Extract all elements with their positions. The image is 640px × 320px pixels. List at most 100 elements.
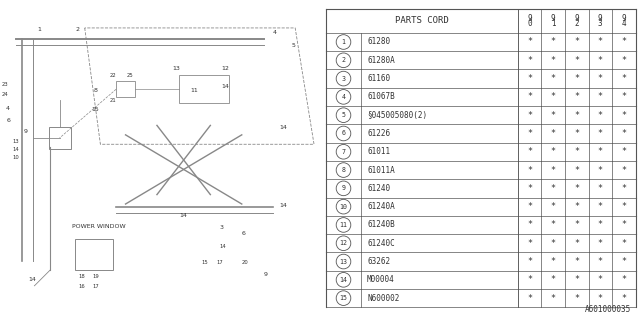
- Text: 61011A: 61011A: [367, 165, 395, 175]
- Text: *: *: [574, 202, 579, 211]
- Text: *: *: [621, 92, 627, 101]
- Text: *: *: [621, 239, 627, 248]
- Text: 14: 14: [220, 244, 227, 249]
- Text: *: *: [574, 165, 579, 175]
- Text: *: *: [550, 165, 556, 175]
- Text: 9: 9: [598, 14, 603, 23]
- Text: *: *: [598, 56, 603, 65]
- Text: *: *: [621, 165, 627, 175]
- Text: *: *: [527, 202, 532, 211]
- Text: 61240A: 61240A: [367, 202, 395, 211]
- Text: *: *: [527, 275, 532, 284]
- Text: 12: 12: [221, 66, 229, 71]
- Text: 23: 23: [1, 82, 8, 87]
- Text: 61011: 61011: [367, 147, 390, 156]
- Text: 9: 9: [575, 14, 579, 23]
- Text: 17: 17: [93, 284, 99, 289]
- Text: 5: 5: [342, 112, 346, 118]
- Text: *: *: [550, 111, 556, 120]
- Text: *: *: [550, 275, 556, 284]
- Text: *: *: [574, 92, 579, 101]
- Text: *: *: [527, 129, 532, 138]
- Text: *: *: [574, 220, 579, 229]
- Text: *: *: [574, 294, 579, 303]
- Text: 3: 3: [598, 19, 603, 28]
- Text: 3: 3: [220, 225, 224, 230]
- Text: 11: 11: [190, 88, 198, 93]
- Text: 5: 5: [292, 43, 296, 48]
- Text: 3: 3: [342, 76, 346, 82]
- Text: *: *: [621, 129, 627, 138]
- Text: 14: 14: [179, 212, 187, 218]
- Text: *: *: [527, 74, 532, 83]
- Text: 6: 6: [342, 131, 346, 136]
- Text: *: *: [598, 37, 603, 46]
- Text: *: *: [527, 92, 532, 101]
- Text: 10: 10: [12, 156, 19, 160]
- Text: 24: 24: [1, 92, 8, 97]
- Text: 9: 9: [551, 14, 556, 23]
- Text: *: *: [574, 275, 579, 284]
- Text: *: *: [598, 202, 603, 211]
- Text: A601000035: A601000035: [585, 305, 631, 314]
- Text: 2: 2: [76, 27, 79, 32]
- Text: *: *: [527, 294, 532, 303]
- Text: 7: 7: [342, 149, 346, 155]
- Text: *: *: [621, 220, 627, 229]
- Text: *: *: [527, 165, 532, 175]
- Text: 21: 21: [110, 98, 116, 103]
- Text: 63262: 63262: [367, 257, 390, 266]
- Text: 14: 14: [280, 203, 287, 208]
- Text: *: *: [621, 202, 627, 211]
- Bar: [49, 127, 70, 149]
- Text: 10: 10: [339, 204, 348, 210]
- Text: 4: 4: [342, 94, 346, 100]
- Text: 13: 13: [12, 139, 19, 144]
- Text: 61240: 61240: [367, 184, 390, 193]
- Text: 9: 9: [527, 14, 532, 23]
- Text: *: *: [550, 257, 556, 266]
- Text: *: *: [574, 184, 579, 193]
- Text: *: *: [574, 239, 579, 248]
- Text: *: *: [598, 74, 603, 83]
- Text: *: *: [621, 56, 627, 65]
- Text: *: *: [550, 184, 556, 193]
- Text: *: *: [621, 37, 627, 46]
- Text: *: *: [598, 111, 603, 120]
- Text: *: *: [527, 111, 532, 120]
- Text: *: *: [550, 294, 556, 303]
- Text: 18: 18: [79, 274, 85, 279]
- Text: 13: 13: [173, 66, 180, 71]
- Text: M00004: M00004: [367, 275, 395, 284]
- Text: *: *: [598, 165, 603, 175]
- Text: *: *: [550, 56, 556, 65]
- Text: *: *: [598, 147, 603, 156]
- Text: 9: 9: [342, 185, 346, 191]
- Text: 19: 19: [93, 274, 99, 279]
- Text: *: *: [527, 37, 532, 46]
- Text: 9: 9: [24, 129, 28, 134]
- Text: *: *: [574, 111, 579, 120]
- Text: 8: 8: [94, 88, 98, 93]
- Text: 61240C: 61240C: [367, 239, 395, 248]
- Text: 6: 6: [242, 231, 246, 236]
- Text: 15: 15: [339, 295, 348, 301]
- Text: 22: 22: [110, 73, 116, 78]
- Text: 20: 20: [242, 260, 248, 265]
- Text: 14: 14: [28, 277, 36, 282]
- Text: 9: 9: [264, 272, 268, 277]
- Text: *: *: [598, 92, 603, 101]
- Text: 13: 13: [339, 259, 348, 265]
- Text: *: *: [598, 275, 603, 284]
- Text: *: *: [574, 37, 579, 46]
- Text: *: *: [598, 239, 603, 248]
- Text: 1: 1: [342, 39, 346, 45]
- Text: *: *: [527, 56, 532, 65]
- Text: 61280: 61280: [367, 37, 390, 46]
- Text: *: *: [550, 220, 556, 229]
- Text: *: *: [550, 147, 556, 156]
- Text: 0: 0: [527, 19, 532, 28]
- Text: *: *: [621, 275, 627, 284]
- Text: POWER WINDOW: POWER WINDOW: [72, 224, 125, 228]
- Text: 9: 9: [621, 14, 626, 23]
